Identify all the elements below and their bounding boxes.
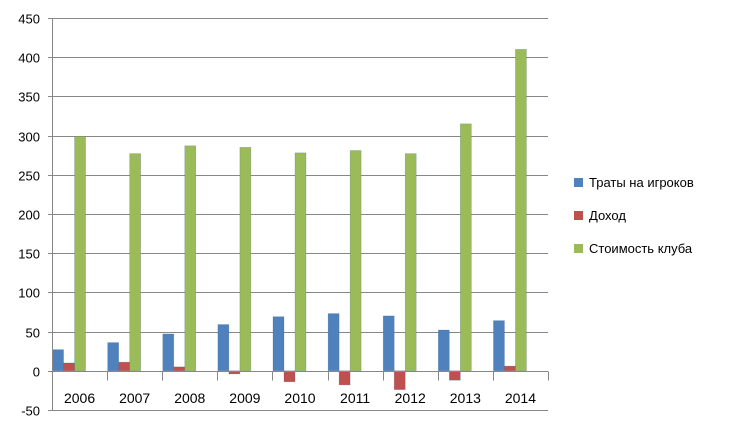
spending-bar	[272, 316, 285, 372]
x-tick-label: 2012	[395, 390, 426, 406]
y-axis-tick-labels: -50 0 50 100 150 200 250 300 350 400 450	[18, 12, 40, 419]
legend-item-club-value: Стоимость клуба	[574, 238, 694, 258]
x-tick-label: 2007	[119, 390, 150, 406]
x-tick-label: 2006	[64, 390, 95, 406]
axes	[48, 18, 549, 411]
legend-label-spending: Траты на игроков	[589, 174, 694, 190]
spending-bar	[52, 349, 64, 372]
x-tick-label: 2014	[505, 390, 536, 406]
income-bar	[504, 365, 516, 372]
income-bar	[118, 361, 130, 372]
legend: Траты на игроков Доход Стоимость клуба	[574, 172, 694, 271]
x-tick-label: 2011	[340, 390, 370, 406]
y-tick-label: 100	[18, 286, 40, 301]
income-bar	[283, 370, 296, 383]
y-tick-label: 450	[18, 12, 40, 27]
spending-bar	[493, 320, 505, 372]
spending-bar	[382, 315, 395, 372]
club-value-bar	[294, 152, 307, 372]
y-tick-label: 300	[18, 130, 40, 145]
club-value-bar	[515, 49, 527, 372]
spending-bar	[217, 324, 230, 372]
club-value-bar	[404, 153, 417, 372]
x-tick-label: 2010	[284, 390, 315, 406]
legend-label-club-value: Стоимость клуба	[589, 240, 693, 256]
bars	[52, 49, 527, 390]
x-axis-tick-labels: 2006 2007 2008 2009 2010 2011 2012 2013 2014	[64, 390, 536, 406]
income-bar	[393, 370, 406, 390]
club-value-bar	[349, 150, 362, 372]
income-bar	[338, 370, 351, 386]
spending-bar	[327, 313, 340, 372]
legend-swatch-club-value	[574, 243, 583, 253]
club-value-bar	[129, 153, 141, 372]
income-bar	[63, 362, 75, 372]
spending-bar	[162, 333, 175, 372]
income-bar	[228, 370, 241, 375]
x-tick-label: 2009	[229, 390, 260, 406]
y-tick-label: 150	[18, 247, 40, 262]
club-value-bar	[239, 147, 252, 372]
legend-label-income: Доход	[589, 207, 626, 223]
income-bar	[173, 366, 186, 372]
legend-swatch-spending	[574, 177, 583, 187]
club-value-bar	[460, 123, 472, 372]
spending-bar	[438, 329, 450, 372]
y-tick-label: 200	[18, 208, 40, 223]
income-bar	[449, 370, 461, 381]
legend-swatch-income	[574, 210, 583, 220]
y-tick-label: 350	[18, 90, 40, 105]
legend-item-income: Доход	[574, 205, 694, 225]
x-tick-label: 2008	[174, 390, 205, 406]
y-tick-label: 50	[26, 326, 40, 341]
y-tick-label: -50	[21, 404, 40, 419]
spending-bar	[107, 342, 119, 372]
legend-item-spending: Траты на игроков	[574, 172, 694, 192]
y-tick-label: 400	[18, 51, 40, 66]
club-value-bar	[74, 136, 86, 372]
x-tick-label: 2013	[450, 390, 481, 406]
club-value-bar	[184, 145, 197, 372]
y-tick-label: 0	[33, 365, 40, 380]
y-tick-label: 250	[18, 169, 40, 184]
